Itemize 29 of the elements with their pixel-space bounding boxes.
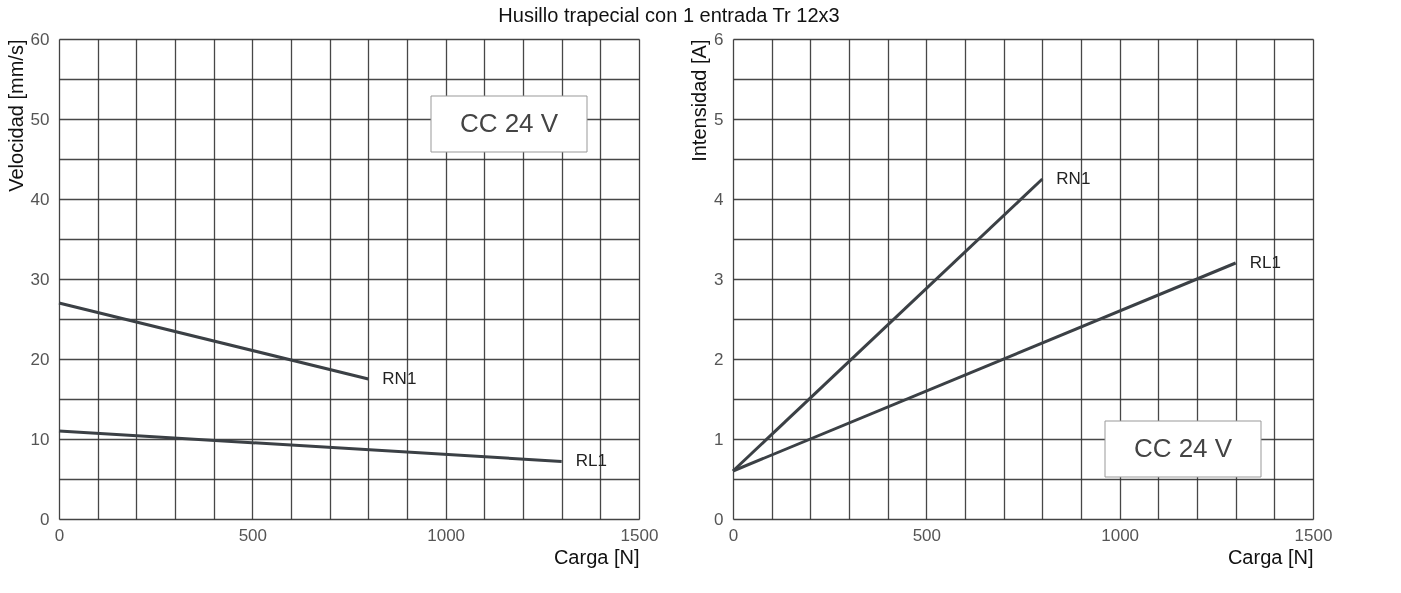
y-tick-label: 5 — [714, 109, 724, 129]
x-tick-label: 500 — [238, 525, 268, 545]
y-tick-label: 4 — [714, 189, 724, 209]
y-tick-label: 60 — [30, 29, 50, 49]
y-axis-title: Velocidad [mm/s] — [4, 39, 27, 192]
x-tick-label: 1000 — [1101, 525, 1140, 545]
y-tick-label: 50 — [30, 109, 50, 129]
x-axis-title: Carga [N] — [1227, 545, 1314, 568]
y-tick-label: 20 — [30, 349, 50, 369]
y-tick-label: 40 — [30, 189, 50, 209]
y-tick-label: 6 — [714, 29, 724, 49]
y-tick-label: 30 — [30, 269, 50, 289]
y-tick-label: 0 — [40, 509, 50, 529]
y-axis-title: Intensidad [A] — [688, 39, 711, 162]
y-tick-label: 10 — [30, 429, 50, 449]
x-axis-title: Carga [N] — [553, 545, 640, 568]
x-tick-label: 500 — [912, 525, 942, 545]
x-tick-label: 1500 — [620, 525, 659, 545]
x-tick-label: 1000 — [427, 525, 466, 545]
annotation: CC 24 V — [1133, 433, 1233, 463]
y-tick-label: 0 — [714, 509, 724, 529]
annotation: CC 24 V — [459, 108, 559, 138]
y-tick-label: 3 — [714, 269, 724, 289]
y-tick-label: 1 — [714, 429, 724, 449]
x-tick-label: 0 — [728, 525, 739, 545]
x-tick-label: 1500 — [1294, 525, 1333, 545]
chart-title: Husillo trapecial con 1 entrada Tr 12x3 — [498, 3, 840, 26]
y-tick-label: 2 — [714, 349, 724, 369]
x-tick-label: 0 — [54, 525, 65, 545]
